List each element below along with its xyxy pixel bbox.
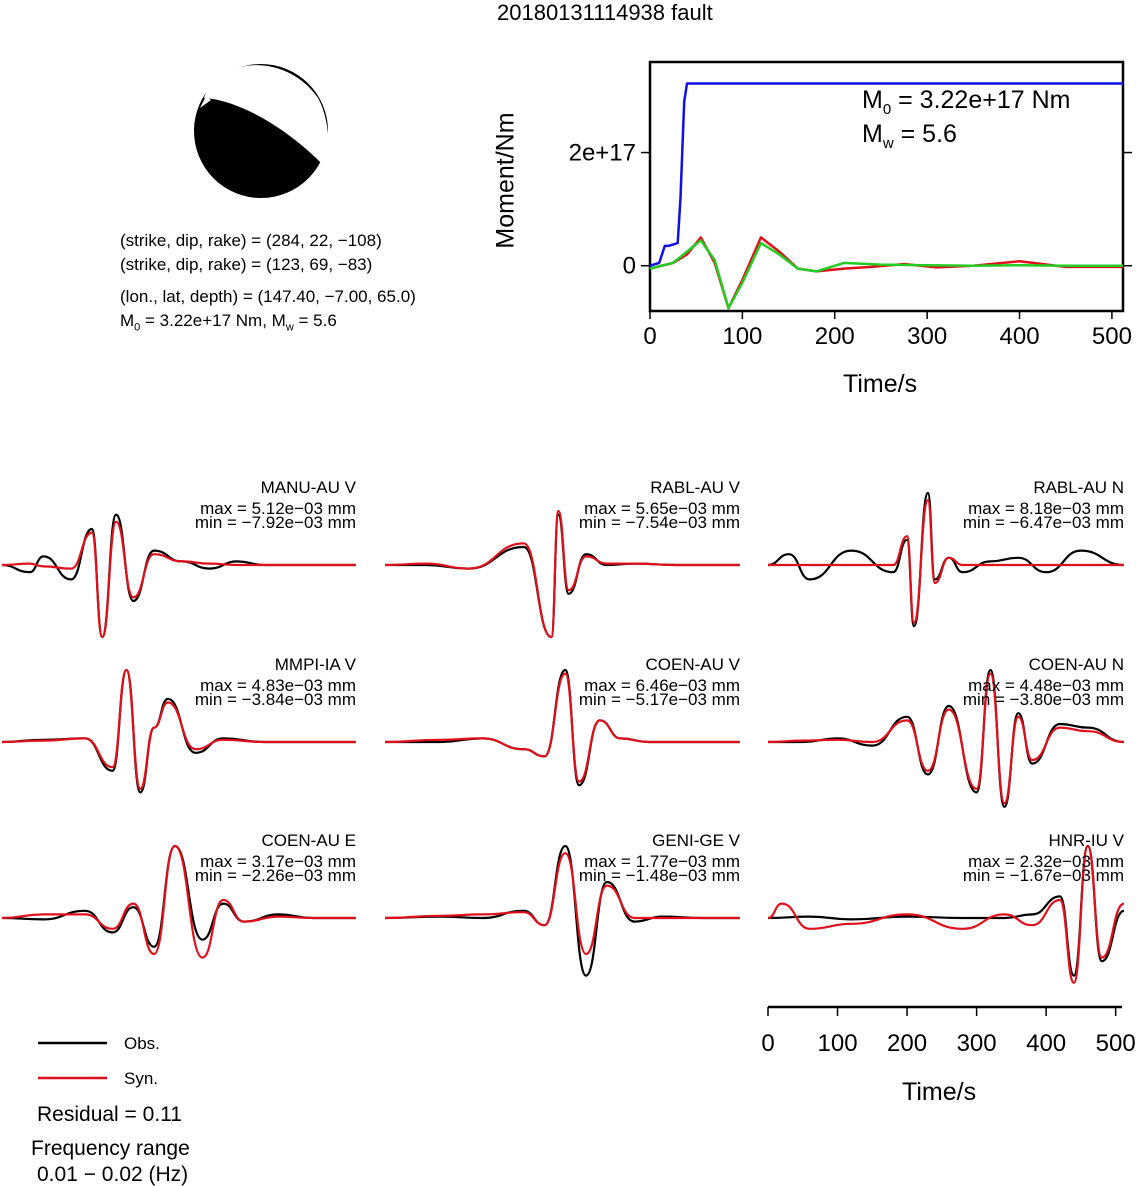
syn-waveform: [384, 672, 740, 783]
time-axis-tick-label: 400: [1026, 1030, 1066, 1057]
moment-xlabel: Time/s: [843, 370, 918, 398]
station-name-label: COEN-AU N: [1028, 655, 1124, 674]
station-min-label: min = −3.80e−03 mm: [962, 690, 1124, 709]
station-min-label: min = −1.67e−03 mm: [962, 866, 1124, 885]
station-name-label: GENI-GE V: [652, 831, 740, 850]
station-min-label: min = −6.47e−03 mm: [962, 513, 1124, 532]
syn-waveform: [767, 844, 1125, 984]
station-name-label: COEN-AU V: [645, 655, 740, 674]
station-name-label: COEN-AU E: [261, 831, 356, 850]
station-max-label: max = 3.17e−03 mm: [200, 852, 356, 871]
figure-title: 20180131114938 fault: [497, 0, 713, 25]
station-max-label: max = 6.46e−03 mm: [584, 676, 740, 695]
syn-waveform: [1, 520, 356, 639]
residual-label: Residual = 0.11: [37, 1103, 182, 1126]
moment-mw-annotation: Mw = 5.6: [862, 120, 957, 152]
station-min-label: min = −1.48e−03 mm: [578, 866, 740, 885]
station-max-label: max = 8.18e−03 mm: [968, 499, 1124, 518]
station-name-label: HNR-IU V: [1048, 831, 1124, 850]
time-axis-tick-label: 500: [1096, 1030, 1136, 1057]
moment-xtick-label: 400: [1000, 323, 1040, 350]
syn-waveform: [1, 668, 356, 790]
frequency-title: Frequency range: [31, 1137, 190, 1160]
time-axis-tick-label: 300: [957, 1030, 997, 1057]
moment-xtick-label: 200: [815, 323, 855, 350]
location-line: (lon., lat, depth) = (147.40, −7.00, 65.…: [120, 287, 416, 306]
legend-obs-label: Obs.: [124, 1034, 160, 1053]
time-axis-xlabel: Time/s: [902, 1078, 977, 1106]
moment-ytick-label: 2e+17: [569, 140, 636, 167]
observed-source-curve: [649, 239, 1123, 310]
time-axis-tick-label: 100: [818, 1030, 858, 1057]
moment-xtick-label: 100: [722, 323, 762, 350]
frequency-range: 0.01 − 0.02 (Hz): [37, 1163, 189, 1186]
station-min-label: min = −7.54e−03 mm: [578, 513, 740, 532]
time-axis-tick-label: 0: [761, 1030, 774, 1057]
station-max-label: max = 4.83e−03 mm: [200, 676, 356, 695]
station-min-label: min = −5.17e−03 mm: [578, 690, 740, 709]
station-max-label: max = 5.65e−03 mm: [584, 499, 740, 518]
legend-syn-label: Syn.: [124, 1069, 159, 1088]
syn-waveform: [767, 672, 1125, 805]
moment-m0-annotation: M0 = 3.22e+17 Nm: [862, 86, 1071, 118]
moment-plot-frame: [648, 60, 1125, 313]
moment-ytick-label: 0: [623, 253, 636, 280]
station-name-label: RABL-AU V: [650, 478, 740, 497]
nodal-plane-1: (strike, dip, rake) = (284, 22, −108): [120, 231, 382, 250]
station-max-label: max = 1.77e−03 mm: [584, 852, 740, 871]
syn-waveform: [384, 509, 740, 639]
moment-xtick-label: 500: [1092, 323, 1132, 350]
station-max-label: max = 5.12e−03 mm: [200, 499, 356, 518]
station-max-label: max = 2.32e−03 mm: [968, 852, 1124, 871]
station-name-label: MANU-AU V: [260, 478, 356, 497]
moment-xtick-label: 300: [907, 323, 947, 350]
station-min-label: min = −3.84e−03 mm: [194, 690, 356, 709]
station-name-label: MMPI-IA V: [274, 655, 356, 674]
moment-curve: [649, 82, 1123, 267]
obs-waveform: [384, 844, 740, 977]
station-max-label: max = 4.48e−03 mm: [968, 676, 1124, 695]
nodal-plane-2: (strike, dip, rake) = (123, 69, −83): [120, 255, 373, 274]
syn-waveform: [384, 852, 740, 956]
moment-summary: M0 = 3.22e+17 Nm, Mw = 5.6: [120, 311, 337, 334]
syn-waveform: [767, 499, 1124, 624]
moment-xtick-label: 0: [643, 323, 656, 350]
obs-waveform: [767, 491, 1125, 628]
station-min-label: min = −7.92e−03 mm: [194, 513, 356, 532]
syn-waveform: [1, 844, 356, 959]
time-axis-tick-label: 200: [887, 1030, 927, 1057]
station-name-label: RABL-AU N: [1033, 478, 1124, 497]
station-min-label: min = −2.26e−03 mm: [194, 866, 356, 885]
